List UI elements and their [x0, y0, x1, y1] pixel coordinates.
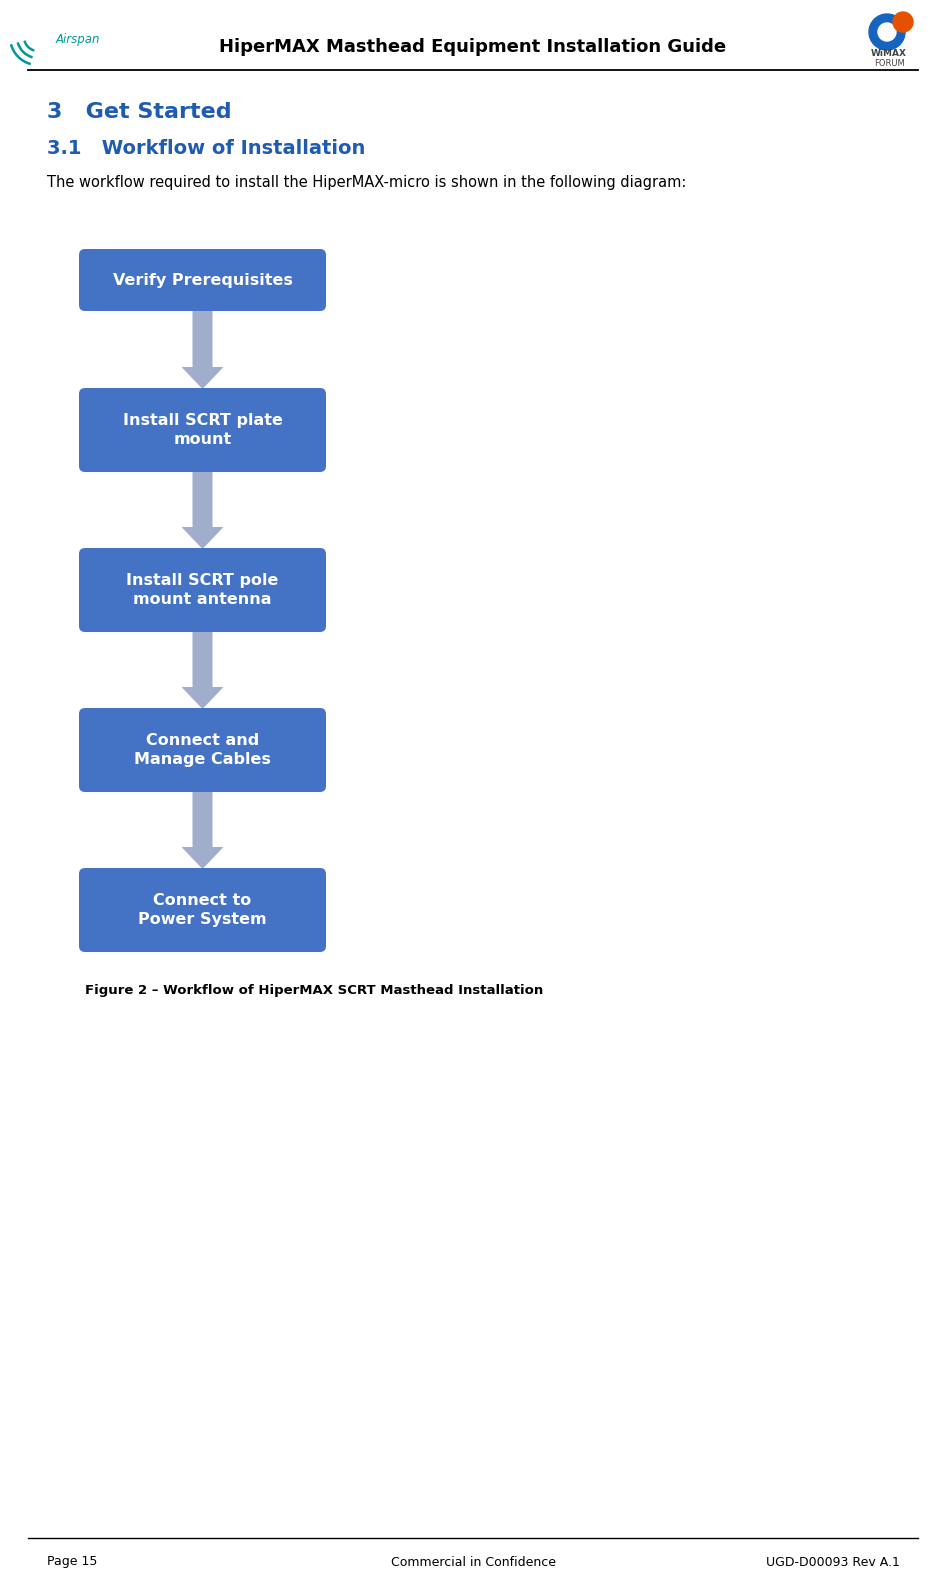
- Text: Commercial in Confidence: Commercial in Confidence: [391, 1555, 555, 1569]
- Text: Connect and
Manage Cables: Connect and Manage Cables: [134, 733, 271, 766]
- FancyBboxPatch shape: [79, 548, 326, 632]
- Text: 3   Get Started: 3 Get Started: [47, 103, 232, 122]
- FancyBboxPatch shape: [79, 867, 326, 953]
- Text: 3.1   Workflow of Installation: 3.1 Workflow of Installation: [47, 139, 365, 158]
- Text: Install SCRT plate
mount: Install SCRT plate mount: [123, 414, 283, 447]
- Circle shape: [893, 13, 913, 32]
- FancyArrow shape: [182, 471, 223, 548]
- Text: Airspan: Airspan: [56, 33, 100, 46]
- FancyBboxPatch shape: [79, 708, 326, 792]
- Circle shape: [869, 14, 905, 51]
- FancyBboxPatch shape: [79, 389, 326, 472]
- Text: WiMAX: WiMAX: [871, 49, 907, 58]
- Text: Install SCRT pole
mount antenna: Install SCRT pole mount antenna: [127, 574, 279, 607]
- Text: UGD-D00093 Rev A.1: UGD-D00093 Rev A.1: [766, 1555, 900, 1569]
- Text: Connect to
Power System: Connect to Power System: [138, 893, 267, 927]
- Text: Figure 2 – Workflow of HiperMAX SCRT Masthead Installation: Figure 2 – Workflow of HiperMAX SCRT Mas…: [85, 984, 543, 997]
- Text: FORUM: FORUM: [873, 58, 904, 68]
- FancyArrow shape: [182, 630, 223, 709]
- FancyBboxPatch shape: [79, 250, 326, 311]
- FancyArrow shape: [182, 792, 223, 869]
- Text: HiperMAX Masthead Equipment Installation Guide: HiperMAX Masthead Equipment Installation…: [219, 38, 727, 55]
- Circle shape: [878, 24, 896, 41]
- Text: The workflow required to install the HiperMAX-micro is shown in the following di: The workflow required to install the Hip…: [47, 174, 687, 190]
- Text: Verify Prerequisites: Verify Prerequisites: [113, 272, 292, 288]
- FancyArrow shape: [182, 310, 223, 389]
- Text: Page 15: Page 15: [47, 1555, 97, 1569]
